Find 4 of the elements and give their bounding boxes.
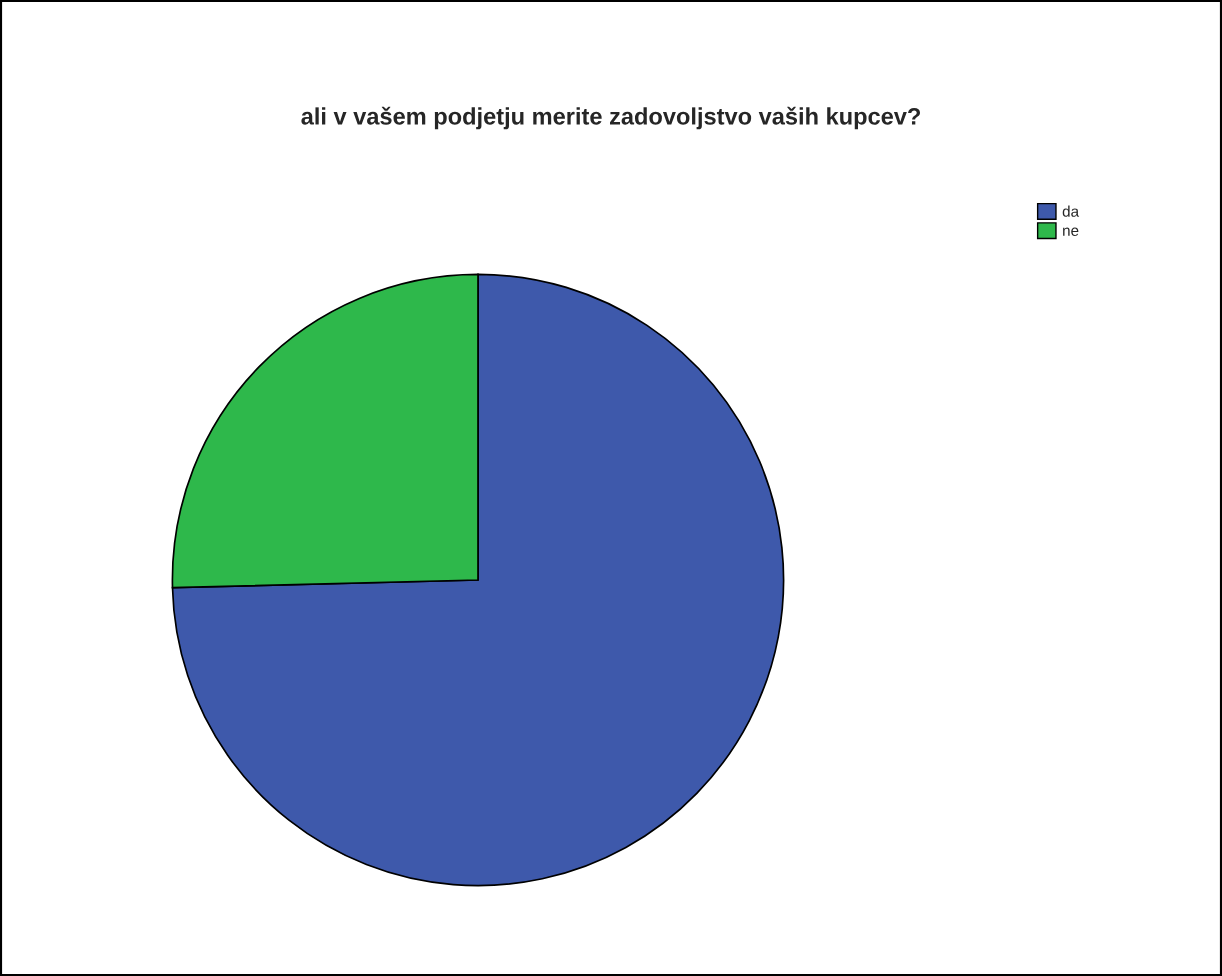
pie-slice: [171, 273, 785, 887]
legend-label: da: [1062, 205, 1080, 217]
legend-label: ne: [1063, 227, 1079, 236]
chart-title: ali v vašem podjetju merite zadovoljstvo vaših kupcev?: [301, 106, 920, 130]
